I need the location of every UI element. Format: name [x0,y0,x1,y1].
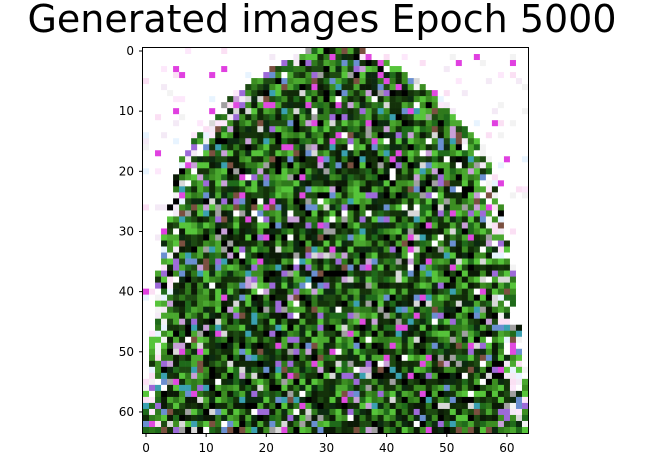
y-tick-label: 30 [119,224,134,238]
x-axis: 0 10 20 30 40 50 60 [142,433,515,455]
y-axis: 0 10 20 30 40 50 60 [119,44,143,419]
x-tick-label: 0 [142,441,150,455]
y-tick-label: 20 [119,164,134,178]
y-tick-label: 40 [119,285,134,299]
x-tick-label: 50 [439,441,454,455]
x-tick-label: 30 [319,441,334,455]
figure-title: Generated images Epoch 5000 [27,0,616,41]
x-tick-label: 10 [199,441,214,455]
x-tick-label: 40 [379,441,394,455]
generated-image [143,48,529,434]
axes-frame [142,47,529,434]
y-tick-label: 50 [119,345,134,359]
y-tick-label: 60 [119,405,134,419]
x-tick-label: 20 [259,441,274,455]
x-tick-label: 60 [499,441,514,455]
y-tick-label: 10 [119,104,134,118]
y-tick-label: 0 [126,44,134,58]
